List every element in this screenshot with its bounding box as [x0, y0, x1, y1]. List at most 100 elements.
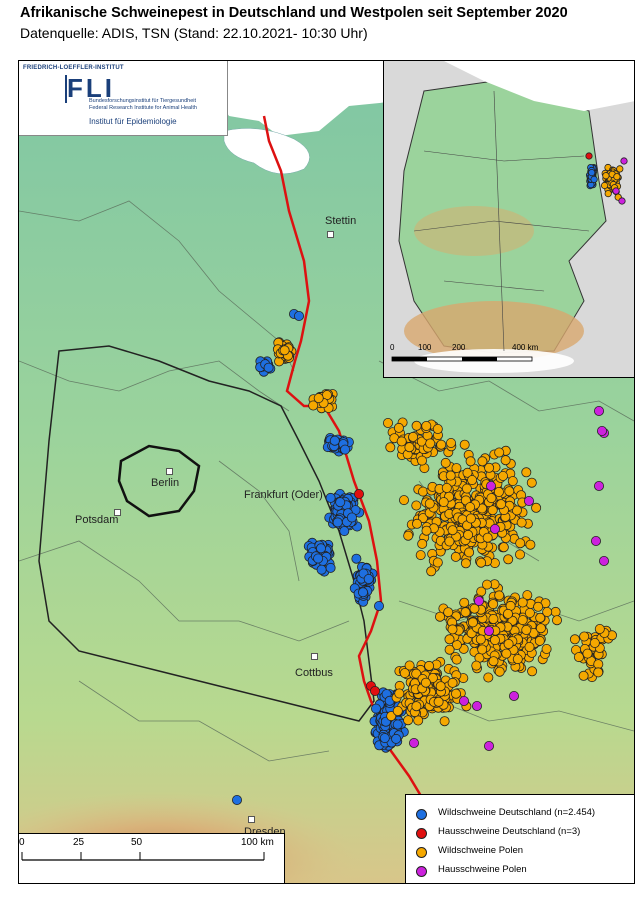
wild-boar-germany-point	[357, 587, 368, 598]
wild-boar-poland-point	[535, 612, 546, 623]
wild-boar-poland-point	[476, 557, 487, 568]
inset-central-uplands	[414, 206, 534, 256]
wild-boar-poland-point	[460, 607, 471, 618]
domestic-pig-poland-point	[473, 596, 484, 607]
wild-boar-poland-point	[420, 677, 431, 688]
wild-boar-poland-point	[443, 607, 454, 618]
wild-boar-germany-point	[339, 526, 350, 537]
wild-boar-poland-point	[477, 456, 488, 467]
wild-boar-poland-point	[447, 624, 458, 635]
wild-boar-germany-point	[316, 564, 327, 575]
wild-boar-poland-point	[517, 597, 528, 608]
wild-boar-poland-point	[483, 672, 494, 683]
wild-boar-poland-point	[522, 590, 533, 601]
berlin-border	[117, 444, 201, 518]
main-map[interactable]: Stettin Berlin Potsdam Frankfurt (Oder) …	[18, 60, 635, 884]
city-label-berlin: Berlin	[151, 477, 180, 489]
domestic-pig-poland-point	[594, 480, 605, 491]
domestic-pig-germany-point	[369, 686, 380, 697]
wild-boar-poland-point	[403, 715, 414, 726]
wild-boar-poland-point	[542, 607, 553, 618]
domestic-pig-poland-point	[599, 555, 610, 566]
wild-boar-poland-point	[434, 611, 445, 622]
wild-boar-poland-point	[411, 701, 422, 712]
wild-boar-poland-point	[465, 456, 476, 467]
overview-inset-map[interactable]: 0 100 200 400 km	[383, 61, 634, 378]
wild-boar-poland-point	[535, 623, 546, 634]
wild-boar-poland-point	[517, 615, 528, 626]
wild-boar-poland-point	[503, 639, 514, 650]
wild-boar-germany-point	[370, 703, 381, 714]
domestic-pig-poland-point	[483, 741, 494, 752]
wild-boar-poland-point	[496, 499, 507, 510]
wild-boar-poland-point	[527, 666, 538, 677]
logo-institute-name: FRIEDRICH-LOEFFLER-INSTITUT	[23, 65, 124, 71]
wild-boar-poland-point	[398, 495, 409, 506]
domestic-pig-poland-point	[489, 523, 500, 534]
domestic-pig-poland-point	[594, 405, 605, 416]
wild-boar-poland-point	[593, 667, 604, 678]
domestic-pig-poland-point	[408, 738, 419, 749]
wild-boar-poland-point	[424, 660, 435, 671]
inset-domestic-pig-poland-point	[612, 187, 620, 195]
wild-boar-poland-point	[451, 463, 462, 474]
wild-boar-poland-point	[444, 644, 455, 655]
wild-boar-poland-point	[416, 455, 427, 466]
wild-boar-germany-point	[315, 543, 326, 554]
wild-boar-poland-point	[501, 648, 512, 659]
wild-boar-poland-point	[465, 502, 476, 513]
logo-bar-icon	[65, 75, 67, 103]
city-label-stettin: Stettin	[325, 215, 357, 227]
wild-boar-poland-point	[447, 677, 458, 688]
wild-boar-poland-point	[497, 470, 508, 481]
inset-state-borders	[413, 90, 590, 352]
wild-boar-poland-point	[500, 455, 511, 466]
wild-boar-poland-point	[516, 517, 527, 528]
inset-wild-boar-poland-point	[602, 172, 610, 180]
map-legend: Wildschweine Deutschland (n=2.454) Hauss…	[405, 794, 634, 883]
wild-boar-poland-point	[579, 631, 590, 642]
city-label-potsdam: Potsdam	[75, 514, 119, 526]
legend-dot-wild-pl	[416, 847, 427, 858]
inset-domestic-pig-poland-point	[620, 157, 628, 165]
wild-boar-germany-point	[373, 601, 384, 612]
wild-boar-germany-point	[325, 492, 336, 503]
wild-boar-germany-point	[313, 553, 324, 564]
wild-boar-poland-point	[514, 549, 525, 560]
wild-boar-poland-point	[578, 670, 589, 681]
de-pl-border	[262, 115, 423, 797]
logo-line-en: Federal Research Institute for Animal He…	[89, 105, 197, 111]
wild-boar-poland-point	[438, 497, 449, 508]
wild-boar-poland-point	[526, 477, 537, 488]
domestic-pig-poland-point	[485, 480, 496, 491]
inset-scale-400: 400 km	[512, 343, 539, 352]
wild-boar-poland-point	[550, 606, 561, 617]
wild-boar-poland-point	[426, 566, 437, 577]
wild-boar-poland-point	[488, 599, 499, 610]
legend-dot-dom-de	[416, 828, 427, 839]
wild-boar-poland-point	[392, 706, 403, 717]
inset-scale-200: 200	[452, 343, 466, 352]
wild-boar-germany-point	[340, 444, 351, 455]
cottbus-marker	[311, 653, 318, 660]
map-title: Afrikanische Schweinepest in Deutschland…	[20, 5, 568, 21]
wild-boar-poland-point	[436, 439, 447, 450]
wild-boar-poland-point	[403, 530, 414, 541]
wild-boar-poland-point	[413, 715, 424, 726]
wild-boar-poland-point	[493, 486, 504, 497]
inset-domestic-pig-germany-point	[585, 152, 593, 160]
domestic-pig-germany-point	[353, 488, 364, 499]
wild-boar-germany-point	[231, 795, 242, 806]
scalebar: 0 25 50 100 km	[19, 833, 285, 883]
inset-domestic-pig-poland-point	[618, 197, 626, 205]
wild-boar-poland-point	[313, 393, 324, 404]
wild-boar-germany-point	[263, 362, 274, 373]
wild-boar-poland-point	[594, 624, 605, 635]
wild-boar-germany-point	[391, 733, 402, 744]
wild-boar-poland-point	[385, 442, 396, 453]
city-label-frankfurt: Frankfurt (Oder)	[244, 489, 323, 501]
scale-label-25: 25	[73, 837, 85, 848]
wild-boar-poland-point	[421, 525, 432, 536]
inset-canvas	[384, 61, 634, 377]
wild-boar-poland-point	[534, 635, 545, 646]
